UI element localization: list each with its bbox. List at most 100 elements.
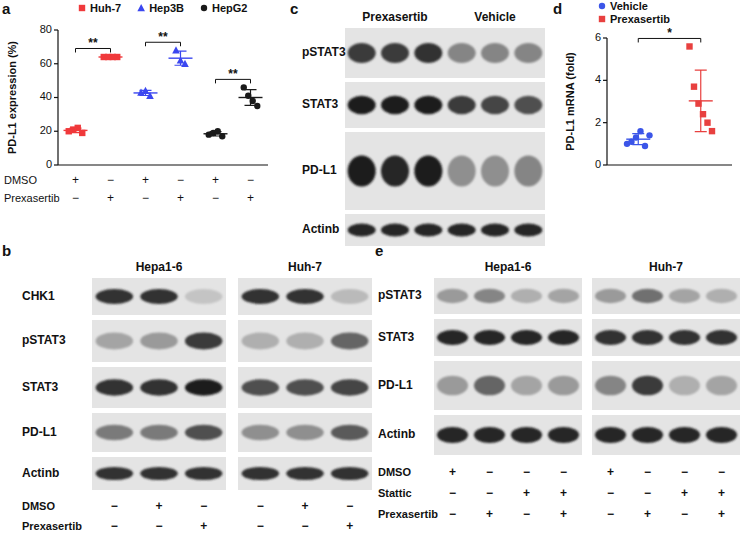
y-axis-label: PD-L1 mRNA (fold) <box>564 52 576 151</box>
plot-marks <box>624 43 715 149</box>
condition-value: + <box>681 486 688 500</box>
row-label: STAT3 <box>22 380 59 394</box>
condition-value: + <box>200 519 207 533</box>
band <box>185 379 223 395</box>
band <box>437 427 468 443</box>
band <box>706 376 737 396</box>
data-point <box>686 43 692 49</box>
band <box>632 427 663 443</box>
band <box>242 289 280 304</box>
significance-label: ** <box>158 30 168 44</box>
band <box>632 289 663 303</box>
panel-letter: c <box>290 0 298 17</box>
band <box>481 96 509 114</box>
band <box>331 379 369 395</box>
x-axis <box>58 164 268 165</box>
band <box>286 333 324 350</box>
band <box>548 427 579 443</box>
membrane <box>592 361 740 410</box>
band <box>286 467 324 480</box>
error-bar <box>210 132 222 136</box>
membrane <box>345 132 445 210</box>
band <box>448 155 476 186</box>
error-bar <box>632 134 644 145</box>
row-label: pSTAT3 <box>302 45 346 59</box>
y-tick-label: 40 <box>40 90 52 102</box>
band <box>481 43 509 63</box>
legend-label: Vehicle <box>610 0 648 12</box>
condition-value: − <box>247 173 254 187</box>
band <box>96 289 134 304</box>
error-bar <box>175 51 187 65</box>
band <box>514 43 542 63</box>
band <box>706 330 737 345</box>
band <box>331 333 369 350</box>
y-tick-label: 0 <box>595 158 601 170</box>
band <box>140 289 178 304</box>
band <box>331 467 369 480</box>
band <box>669 330 700 345</box>
band <box>595 330 626 345</box>
band <box>548 289 579 303</box>
condition-value: − <box>346 499 353 513</box>
membrane <box>238 320 372 362</box>
y-tick <box>603 37 607 38</box>
legend-symbol <box>599 16 605 22</box>
band <box>632 330 663 345</box>
group-header: Huh-7 <box>649 260 683 274</box>
band <box>185 425 223 441</box>
group-header: Hepa1-6 <box>485 260 532 274</box>
panel-letter: e <box>375 242 383 259</box>
legend-label: Prexasertib <box>610 13 670 25</box>
group-header: Hepa1-6 <box>136 260 183 274</box>
band <box>414 43 442 63</box>
band <box>96 379 134 395</box>
band <box>348 155 376 186</box>
band <box>481 155 509 186</box>
panel-letter: a <box>2 0 11 17</box>
membrane <box>92 320 226 362</box>
condition-value: − <box>644 465 651 479</box>
y-axis <box>606 38 607 165</box>
data-point <box>691 83 697 89</box>
band <box>474 330 505 345</box>
condition-value: + <box>449 465 456 479</box>
band <box>706 289 737 303</box>
data-point <box>709 128 715 134</box>
error-bar <box>105 56 117 57</box>
band <box>286 289 324 304</box>
y-tick-label: 4 <box>595 73 601 85</box>
band <box>140 467 178 480</box>
condition-value: + <box>607 465 614 479</box>
condition-label: DMSO <box>4 174 37 186</box>
row-label: Actinb <box>302 222 339 236</box>
band <box>96 425 134 441</box>
y-tick-label: 60 <box>40 57 52 69</box>
condition-value: + <box>644 507 651 521</box>
band <box>331 289 369 304</box>
row-label: pSTAT3 <box>22 333 66 347</box>
band <box>140 425 178 441</box>
band <box>185 333 223 350</box>
significance-label: * <box>667 26 672 40</box>
band <box>381 155 409 186</box>
condition-value: − <box>560 465 567 479</box>
y-axis-label: PD-L1 expression (%) <box>6 41 18 154</box>
condition-value: − <box>142 191 149 205</box>
condition-value: − <box>681 507 688 521</box>
data-point <box>642 143 648 149</box>
membrane <box>434 361 582 410</box>
band <box>706 427 737 443</box>
band <box>474 289 505 303</box>
band <box>414 96 442 114</box>
y-tick-label: 6 <box>595 31 601 43</box>
band <box>96 333 134 350</box>
figure: a020406080PD-L1 expression (%)******Huh-… <box>0 0 744 542</box>
group-header: Huh-7 <box>288 260 322 274</box>
y-tick <box>54 131 58 132</box>
band <box>448 224 476 237</box>
band <box>185 289 223 304</box>
band <box>437 289 468 303</box>
row-label: STAT3 <box>302 97 339 111</box>
condition-value: − <box>644 486 651 500</box>
